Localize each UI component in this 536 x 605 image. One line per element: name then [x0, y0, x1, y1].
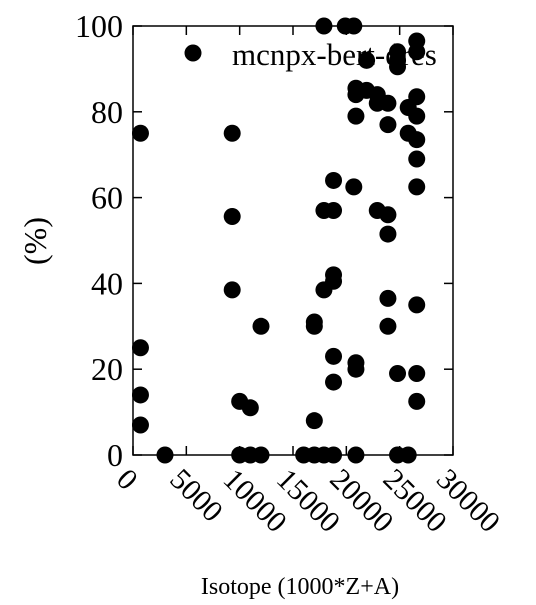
data-point: [408, 364, 426, 382]
data-point: [347, 107, 365, 125]
data-point: [408, 392, 426, 410]
plot-area: [132, 25, 454, 456]
data-points: [131, 17, 426, 464]
data-point: [379, 289, 397, 307]
x-axis-label: Isotope (1000*Z+A): [201, 574, 399, 600]
data-point: [305, 317, 323, 335]
data-point: [131, 124, 149, 142]
data-point: [408, 43, 426, 61]
data-point: [408, 88, 426, 106]
data-point: [379, 206, 397, 224]
data-point: [379, 94, 397, 112]
data-point: [408, 150, 426, 168]
data-point: [379, 225, 397, 243]
data-point: [241, 399, 259, 417]
data-point: [325, 373, 343, 391]
data-point: [345, 17, 363, 35]
data-point: [347, 446, 365, 464]
data-point: [379, 116, 397, 134]
y-tick-label: 0: [107, 437, 123, 473]
y-tick-label: 80: [91, 94, 123, 130]
y-tick-label: 60: [91, 180, 123, 216]
y-tick-label: 100: [75, 8, 123, 44]
data-point: [358, 51, 376, 69]
data-point: [325, 446, 343, 464]
data-point: [223, 124, 241, 142]
data-point: [131, 339, 149, 357]
data-point: [347, 360, 365, 378]
data-point: [131, 416, 149, 434]
data-point: [156, 446, 174, 464]
data-point: [325, 272, 343, 290]
legend: mcnpx-bert-dres: [184, 37, 437, 72]
data-point: [315, 17, 333, 35]
data-point: [399, 446, 417, 464]
y-axis: 0 20 40 60 80 100: [75, 8, 453, 473]
data-point: [408, 107, 426, 125]
y-tick-label: 20: [91, 351, 123, 387]
data-point: [252, 446, 270, 464]
plot-border: [132, 25, 454, 456]
legend-label: mcnpx-bert-dres: [232, 37, 437, 72]
x-tick-label: 5000: [163, 463, 229, 529]
data-point: [389, 364, 407, 382]
data-point: [408, 178, 426, 196]
data-point: [223, 281, 241, 299]
data-point: [223, 207, 241, 225]
data-point: [325, 201, 343, 219]
legend-marker: [184, 44, 202, 62]
data-point: [252, 317, 270, 335]
data-point: [325, 171, 343, 189]
data-point: [379, 317, 397, 335]
data-point: [325, 347, 343, 365]
data-point: [408, 131, 426, 149]
data-point: [305, 412, 323, 430]
x-tick-label: 30000: [430, 463, 506, 539]
data-point: [345, 178, 363, 196]
data-point: [131, 386, 149, 404]
data-point: [389, 58, 407, 76]
y-tick-label: 40: [91, 265, 123, 301]
data-point: [408, 296, 426, 314]
y-axis-label: (%): [17, 217, 53, 265]
